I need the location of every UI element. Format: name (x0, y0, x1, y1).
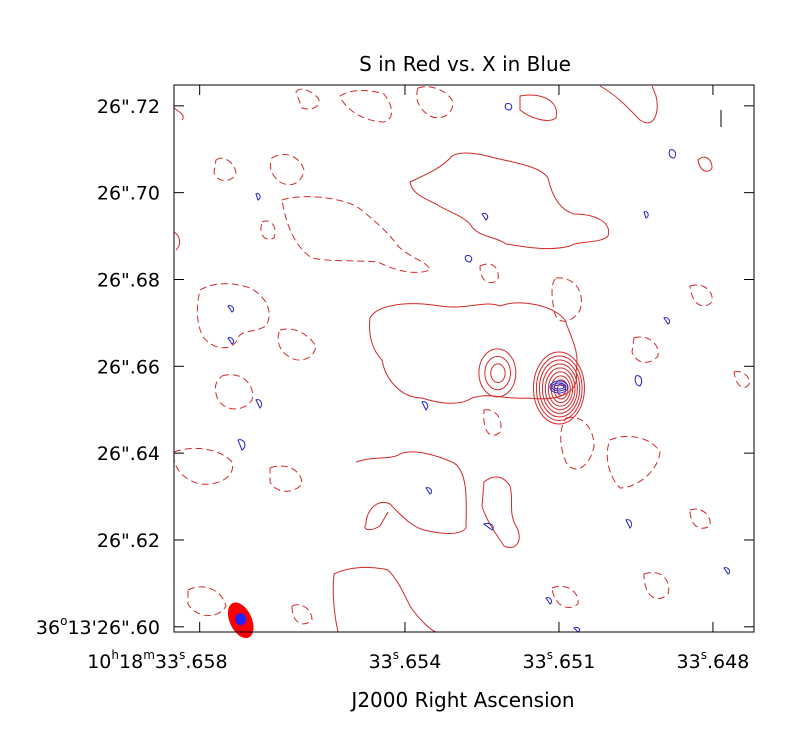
blue-contour (425, 487, 433, 495)
red-negative-contour (214, 374, 254, 410)
red-negative-contour (281, 196, 431, 273)
red-negative-contour (196, 283, 270, 349)
blue-contour (625, 519, 633, 529)
red-negative-contour (260, 220, 276, 240)
blue-contour (421, 401, 429, 411)
blue-contour (237, 439, 246, 451)
red-contour-upper-blob (409, 152, 610, 250)
y-tick-label: 26".62 (97, 530, 160, 552)
red-negative-contour (277, 328, 317, 361)
x-tick-label: 33s.648 (677, 648, 750, 673)
red-contour-small-right (697, 156, 713, 172)
red-negative-contour (483, 409, 502, 436)
source-contour-level (547, 371, 574, 407)
y-tick-label: 26".64 (97, 443, 160, 465)
red-negative-contour (689, 508, 711, 529)
x-axis-label: J2000 Right Ascension (349, 688, 574, 712)
contour-layer (173, 85, 751, 633)
y-tick-labels: 26".72 26".70 26".68 26".66 26".64 26".62 36o1… (36, 96, 160, 639)
contour-marks-layer (227, 348, 585, 639)
blue-contour (723, 567, 731, 575)
source-contour-level (484, 355, 511, 391)
red-negative-contour (479, 263, 499, 284)
red-negative-contour (606, 436, 661, 489)
blue-source-contour (551, 382, 567, 392)
red-negative-contour (339, 90, 392, 123)
red-negative-contour (416, 86, 454, 119)
red-contour-top (519, 94, 557, 121)
source-contour-level (541, 363, 578, 414)
source-contour-level (535, 355, 583, 421)
red-negative-contour (643, 572, 670, 599)
x-tick-label: 10h18m33s.658 (87, 648, 227, 673)
source-contour-level (550, 375, 571, 404)
source-contour-level (478, 348, 517, 398)
blue-contour (482, 523, 494, 531)
source-contour-level (532, 351, 585, 425)
red-negative-contour (269, 465, 303, 492)
red-contour-top-right (599, 85, 658, 124)
x-tick-label: 33s.651 (523, 648, 596, 673)
red-contour-core-envelope (369, 302, 578, 404)
red-contour-left-top (173, 107, 184, 121)
red-negative-contour (551, 585, 579, 608)
source-contour-level (490, 363, 506, 384)
y-tick-label: 26".68 (97, 269, 160, 291)
y-tick-label: 26".70 (97, 183, 160, 205)
y-tick-label: 26".72 (97, 96, 160, 118)
blue-contour (573, 627, 581, 633)
red-contour-bottom-left (332, 566, 437, 633)
red-negative-contour (551, 277, 582, 322)
blue-source-contour (549, 380, 569, 394)
y-tick-label: 26".66 (97, 356, 160, 378)
red-negative-contour (213, 157, 237, 181)
source-contour-level (544, 367, 576, 411)
chart-title: S in Red vs. X in Blue (359, 52, 571, 76)
blue-contour (643, 211, 649, 219)
source-contour-level (538, 359, 581, 418)
source-contour-level (556, 383, 567, 396)
red-negative-contour (295, 88, 320, 110)
blue-contour (227, 305, 235, 313)
red-negative-contour (733, 371, 751, 388)
red-contour-lower (355, 451, 467, 534)
blue-contour (255, 193, 261, 201)
blue-contour (481, 213, 489, 221)
blue-contour (545, 597, 553, 605)
red-negative-contour (560, 416, 595, 470)
blue-source-contour (553, 384, 565, 390)
blue-contour (663, 317, 671, 325)
blue-contour (634, 375, 643, 387)
red-negative-contour (187, 586, 227, 616)
x-tick-labels: 10h18m33s.658 33s.654 33s.651 33s.648 (87, 648, 749, 673)
blue-contour (504, 103, 513, 111)
blue-contour (255, 399, 263, 409)
x-tick-label: 33s.654 (369, 648, 442, 673)
blue-contour (464, 255, 473, 263)
red-contour-lower-middle (481, 476, 520, 548)
axis-ticks (174, 85, 754, 632)
blue-contour (227, 337, 235, 345)
plot-frame (173, 84, 755, 633)
blue-beam-ellipse (235, 613, 247, 626)
red-negative-contour (631, 336, 659, 363)
blue-contour (668, 149, 677, 159)
red-negative-contour (291, 604, 313, 625)
y-tick-label: 36o13'26".60 (36, 614, 160, 639)
red-negative-contour (173, 447, 234, 485)
red-negative-contour (689, 284, 713, 307)
red-negative-contour (269, 154, 305, 186)
red-contour-left-edge (173, 231, 181, 251)
